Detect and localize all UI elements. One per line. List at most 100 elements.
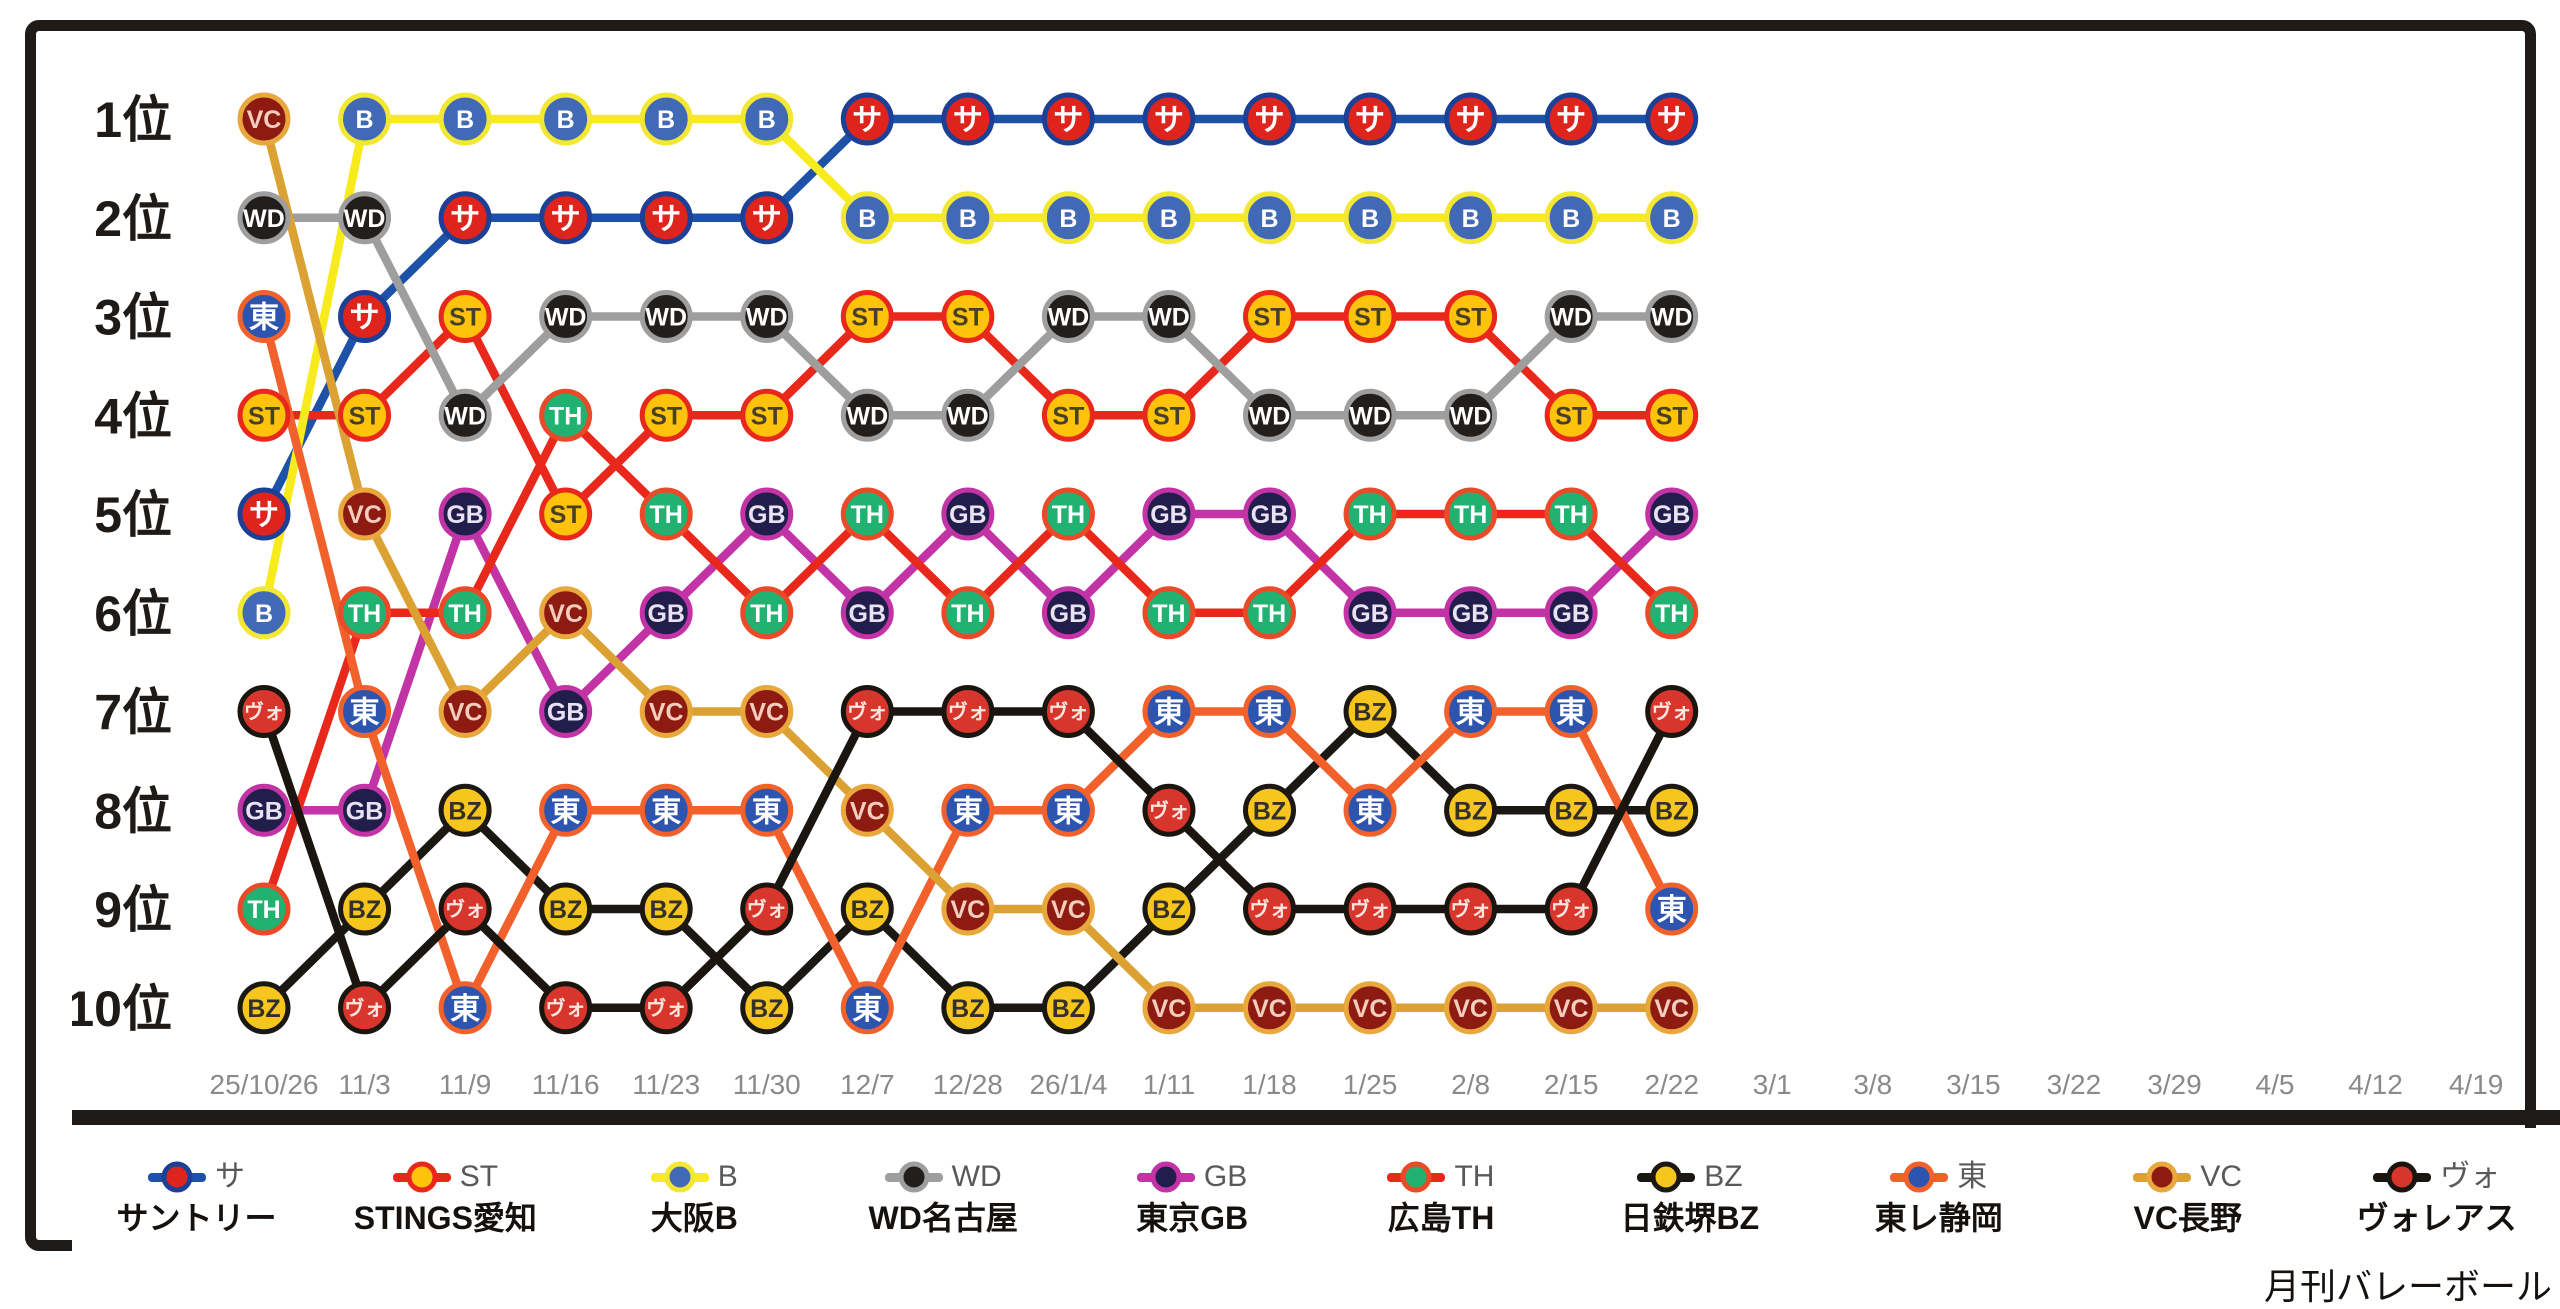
node-label: TH [1554,501,1587,529]
node-B [1142,191,1196,245]
legend-item-ST: ST STINGS愛知 [321,1128,570,1266]
node-東 [1243,685,1296,738]
date-label: 25/10/26 [210,1069,319,1100]
node-label: ヴォ [1451,897,1491,921]
node-label: ヴォ [747,897,787,921]
node-label: サ [1255,104,1285,137]
node-サ [438,191,492,245]
node-TH [840,487,894,541]
legend-item-BZ: BZ 日鉄堺BZ [1565,1128,1814,1266]
node-VC [1343,981,1397,1035]
node-GB [1142,487,1196,541]
node-WD [740,290,794,343]
node-label: 東 [852,993,882,1026]
node-TH [1544,487,1598,541]
node-label: B [1462,205,1480,233]
node-label: BZ [448,797,481,825]
node-label: GB [1150,501,1188,529]
node-label: ST [1354,304,1386,332]
node-GB [840,586,894,640]
node-label: ST [1455,304,1487,332]
node-GB [941,487,995,541]
node-TH [1142,586,1196,640]
node-label: サ [1154,104,1184,137]
node-WD [840,388,894,442]
node-label: B [255,600,273,628]
node-VC [1142,981,1196,1035]
node-VC [1243,981,1296,1035]
node-label: TH [750,600,783,628]
node-label: ST [1555,402,1587,430]
node-TH [338,586,392,640]
node-label: VC [749,699,784,727]
node-label: B [1160,205,1178,233]
node-WD [1243,388,1296,442]
node-label: B [858,205,876,233]
node-label: ST [851,304,883,332]
node-label: ヴォ [1149,798,1189,822]
node-WD [1645,290,1699,343]
node-TH [539,388,593,442]
node-サ [1645,92,1699,146]
node-label: B [456,106,474,134]
legend-abbr: ST [459,1159,499,1193]
node-label: ヴォ [1551,897,1591,921]
node-label: B [1361,205,1379,233]
node-label: 東 [249,302,279,335]
node-label: WD [243,205,285,233]
legend-team-name: 大阪B [650,1199,738,1236]
node-サ [539,191,593,245]
node-ヴォ [639,981,693,1035]
rank-label: 2位 [94,191,172,247]
node-TH [237,882,291,936]
node-ヴォ [941,685,995,738]
node-label: BZ [549,896,582,924]
node-label: ST [550,501,582,529]
node-GB [1243,487,1296,541]
node-label: 東 [1255,697,1285,730]
node-GB [1444,586,1498,640]
legend-item-TH: TH 広島TH [1317,1128,1566,1266]
legend-item-東: 東東レ静岡 [1814,1128,2063,1266]
node-label: 東 [752,795,782,828]
series-line-BZ [259,707,1676,1012]
rank-label: 5位 [94,487,172,543]
node-WD [237,191,291,245]
legend-marker-icon [2373,1161,2432,1193]
node-label: サ [1556,104,1586,137]
node-ST [539,487,593,541]
node-label: WD [444,402,486,430]
node-label: B [657,106,675,134]
node-label: BZ [1454,797,1487,825]
node-label: VC [548,600,583,628]
node-BZ [1243,783,1296,837]
node-ST [1343,290,1397,343]
node-label: ST [1254,304,1286,332]
node-B [338,92,392,146]
node-ヴォ [338,981,392,1035]
date-label: 2/8 [1451,1069,1490,1100]
node-label: 東 [1154,697,1184,730]
node-サ [1444,92,1498,146]
node-label: BZ [951,995,984,1023]
node-サ [1243,92,1296,146]
node-label: GB [1653,501,1691,529]
node-label: TH [951,600,984,628]
node-GB [740,487,794,541]
node-label: GB [1351,600,1389,628]
node-GB [1041,586,1095,640]
node-B [1041,191,1095,245]
node-label: TH [650,501,683,529]
node-label: GB [1552,600,1590,628]
rank-label: 4位 [94,388,172,444]
node-label: GB [446,501,484,529]
node-label: ヴォ [244,700,284,724]
node-BZ [1041,981,1095,1035]
node-BZ [1544,783,1598,837]
node-WD [438,388,492,442]
node-WD [1343,388,1397,442]
node-VC [338,487,392,541]
date-label: 12/7 [840,1069,895,1100]
node-東 [438,981,492,1035]
node-label: VC [1051,896,1086,924]
